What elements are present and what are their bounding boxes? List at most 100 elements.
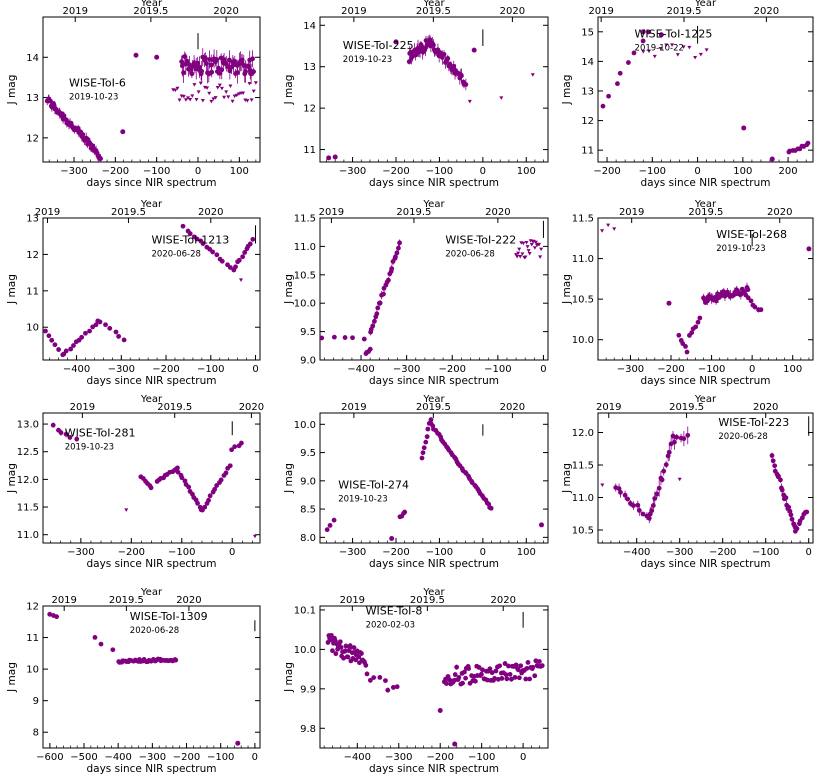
panel-10: −600 −500 −400 −300 −200 −100 0 8 9 10 11 12 2019 201… bbox=[6, 587, 261, 774]
data-point bbox=[337, 639, 343, 645]
panel-date: 2019-10-23 bbox=[343, 55, 392, 65]
data-point bbox=[504, 676, 510, 682]
data-point bbox=[445, 56, 451, 61]
data-point bbox=[488, 505, 494, 511]
x-tick-label: 200 bbox=[779, 166, 798, 177]
data-point bbox=[618, 489, 623, 495]
x-tick-label: 0 bbox=[540, 364, 546, 375]
data-point bbox=[87, 328, 92, 334]
x-tick-label: −300 bbox=[67, 547, 94, 558]
upper-limit-marker bbox=[515, 254, 520, 259]
panel-title: WISE-ToI-268 bbox=[716, 228, 787, 241]
panel-title: WISE-ToI-1225 bbox=[635, 27, 713, 40]
data-point bbox=[197, 64, 202, 70]
data-point bbox=[182, 54, 188, 59]
data-point bbox=[487, 666, 493, 672]
data-point bbox=[454, 664, 460, 670]
upper-limit-marker bbox=[499, 96, 504, 100]
data-point bbox=[120, 129, 126, 135]
data-point bbox=[805, 140, 811, 146]
y-tick-label: 10.5 bbox=[572, 295, 594, 306]
x-tick-label: −400 bbox=[344, 752, 371, 763]
upper-limit-marker bbox=[606, 223, 611, 228]
data-point bbox=[769, 156, 775, 162]
y-tick-label: 9.0 bbox=[300, 476, 316, 487]
data-point bbox=[507, 671, 513, 677]
panel-date: 2019-10-23 bbox=[716, 244, 765, 254]
upper-limit-marker bbox=[188, 97, 193, 102]
data-point bbox=[786, 504, 792, 510]
upper-limit-marker bbox=[236, 92, 241, 96]
upper-limit-marker bbox=[232, 94, 237, 99]
data-point bbox=[495, 676, 501, 682]
x-tick-label: 0 bbox=[480, 166, 486, 177]
y-tick-label: 14 bbox=[581, 57, 594, 68]
y-axis-label: J mag bbox=[283, 662, 295, 693]
data-point bbox=[478, 671, 484, 677]
y-tick-label: 9.5 bbox=[300, 327, 316, 338]
panel-date: 2019-10-23 bbox=[69, 93, 118, 103]
data-point bbox=[207, 493, 213, 499]
upper-limit-marker bbox=[664, 43, 669, 47]
upper-limit-marker bbox=[681, 45, 686, 49]
data-point bbox=[356, 654, 362, 660]
upper-limit-marker bbox=[241, 91, 246, 95]
y-tick-label: 8.5 bbox=[300, 505, 316, 516]
year-tick-label: 2020 bbox=[176, 595, 201, 606]
plot-frame bbox=[319, 412, 549, 544]
data-point bbox=[513, 662, 519, 668]
data-point bbox=[181, 70, 186, 76]
data-point bbox=[441, 51, 447, 57]
data-point bbox=[788, 512, 794, 518]
panel-11: −400 −300 −200 −100 0 9.8 9.9 10.0 10.1 2019 2019.… bbox=[283, 587, 549, 774]
data-point bbox=[704, 298, 710, 304]
year-tick-label: 2019 bbox=[341, 402, 366, 413]
data-point bbox=[770, 458, 776, 464]
data-point bbox=[693, 324, 699, 330]
y-axis-label: J mag bbox=[6, 75, 18, 106]
data-point bbox=[326, 155, 332, 161]
data-point bbox=[93, 322, 99, 328]
upper-limit-marker bbox=[249, 98, 254, 102]
data-point bbox=[179, 475, 185, 481]
data-point bbox=[406, 59, 412, 65]
data-point bbox=[499, 676, 505, 681]
y-tick-label: 12 bbox=[303, 104, 316, 115]
data-point bbox=[232, 444, 238, 450]
data-point bbox=[394, 684, 400, 690]
x-axis-label: days since NIR spectrum bbox=[86, 763, 216, 774]
x-axis-label: days since NIR spectrum bbox=[369, 763, 499, 774]
upper-limit-marker bbox=[600, 229, 605, 233]
data-point bbox=[180, 223, 186, 229]
data-point bbox=[666, 300, 672, 306]
y-tick-label: 11.5 bbox=[17, 503, 39, 514]
panel-date: 2019-10-23 bbox=[338, 494, 387, 504]
data-point bbox=[46, 333, 52, 339]
x-tick-label: −300 bbox=[60, 166, 87, 177]
year-axis-label: Year bbox=[422, 394, 445, 405]
upper-limit-marker bbox=[252, 534, 257, 539]
upper-limit-marker bbox=[224, 90, 229, 94]
data-point bbox=[332, 154, 338, 160]
upper-limit-marker bbox=[207, 91, 212, 96]
x-tick-label: 0 bbox=[520, 752, 526, 763]
data-point bbox=[239, 440, 244, 446]
data-point bbox=[343, 643, 349, 649]
panel-date: 2019-10-23 bbox=[65, 442, 114, 452]
data-point bbox=[393, 39, 399, 45]
panel-title: WISE-ToI-8 bbox=[366, 605, 423, 618]
data-point bbox=[423, 439, 429, 445]
data-point bbox=[502, 661, 508, 666]
y-tick-label: 12.5 bbox=[17, 447, 39, 458]
y-tick-label: 11 bbox=[26, 286, 39, 297]
y-axis-label: J mag bbox=[6, 662, 18, 693]
data-point bbox=[493, 668, 499, 674]
data-point bbox=[734, 287, 740, 293]
data-point bbox=[320, 335, 325, 341]
data-point bbox=[328, 637, 334, 643]
data-point bbox=[538, 522, 544, 528]
data-point bbox=[71, 343, 76, 348]
upper-limit-marker bbox=[222, 95, 227, 100]
data-point bbox=[804, 509, 810, 515]
data-point bbox=[60, 352, 66, 358]
